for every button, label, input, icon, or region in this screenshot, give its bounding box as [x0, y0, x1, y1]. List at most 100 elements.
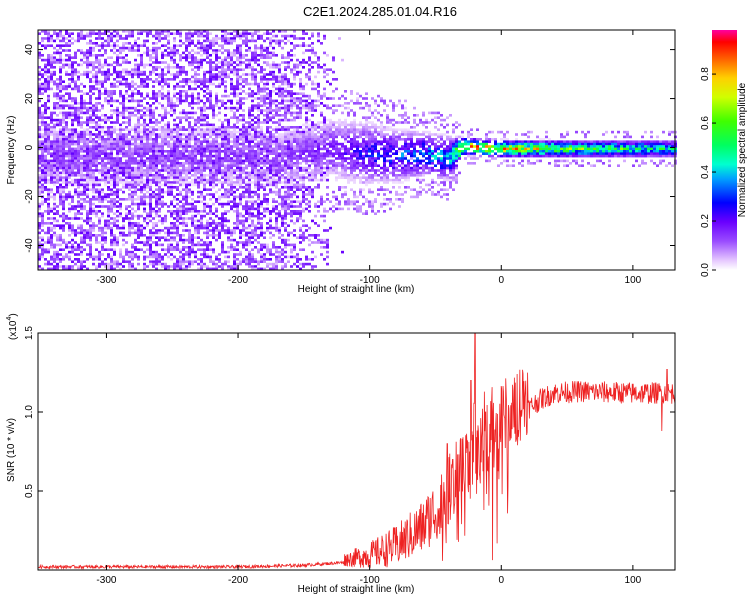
spectrogram-cell — [251, 152, 254, 155]
spectrogram-cell — [128, 255, 131, 259]
spectrogram-cell — [182, 202, 185, 206]
spectrogram-cell — [53, 183, 56, 187]
spectrogram-cell — [47, 145, 50, 148]
spectrogram-cell — [137, 164, 140, 167]
spectrogram-cell — [143, 66, 146, 69]
spectrogram-cell — [155, 147, 158, 151]
spectrogram-cell — [89, 61, 92, 64]
spectrogram-cell — [110, 174, 113, 177]
spectrogram-cell — [188, 37, 191, 40]
spectrogram-cell — [236, 32, 239, 35]
spectrogram-cell — [50, 152, 53, 155]
spectrogram-cell — [224, 30, 227, 33]
spectrogram-cell — [95, 128, 98, 131]
spectrogram-cell — [92, 224, 95, 227]
spectrogram-cell — [224, 260, 227, 263]
spectrogram-cell — [146, 54, 149, 57]
spectrogram-cell — [119, 123, 122, 127]
spectrogram-cell — [62, 80, 65, 83]
spectrogram-cell — [224, 70, 227, 74]
spectrogram-cell — [134, 73, 137, 76]
spectrogram-cell — [170, 73, 173, 76]
spectrogram-cell — [197, 140, 200, 143]
spectrogram-cell — [179, 236, 182, 239]
spectrogram-cell — [86, 150, 89, 153]
spectrogram-cell — [149, 238, 152, 242]
spectrogram-cell — [38, 243, 41, 247]
spectrogram-cell — [242, 154, 245, 158]
spectrogram-cell — [134, 70, 137, 74]
spectrogram-cell — [86, 166, 89, 170]
spectrogram-cell — [203, 82, 206, 86]
spectrogram-cell — [110, 202, 113, 206]
spectrogram-cell — [170, 159, 173, 163]
spectrogram-cell — [92, 142, 95, 146]
spectrogram-cell — [161, 243, 164, 247]
spectrogram-cell — [158, 178, 161, 182]
spectrogram-cell — [257, 30, 260, 33]
spectrogram-cell — [116, 176, 119, 179]
spectrogram-cell — [53, 135, 56, 139]
spectrogram-cell — [83, 248, 86, 251]
spectrogram-cell — [170, 222, 173, 225]
spectrogram-cell — [167, 133, 170, 136]
spectrogram-cell — [263, 198, 266, 201]
spectrogram-cell — [248, 214, 251, 218]
spectrogram-cell — [125, 214, 128, 218]
spectrogram-cell — [218, 147, 221, 151]
spectrogram-cell — [215, 75, 218, 79]
spectrogram-cell — [41, 135, 44, 139]
spectrogram-cell — [152, 265, 155, 268]
spectrogram-cell — [122, 198, 125, 201]
spectrogram-cell — [212, 166, 215, 170]
spectrogram-cell — [185, 118, 188, 122]
spectrogram-cell — [74, 61, 77, 64]
spectrogram-cell — [266, 150, 269, 153]
spectrogram-cell — [152, 154, 155, 158]
spectrogram-cell — [155, 262, 158, 266]
spectrogram-cell — [155, 80, 158, 83]
spectrogram-cell — [230, 186, 233, 189]
spectrogram-cell — [206, 253, 209, 256]
spectrogram-cell — [167, 250, 170, 254]
spectrogram-cell — [215, 133, 218, 136]
spectrogram-cell — [155, 121, 158, 124]
spectrogram-cell — [155, 202, 158, 206]
spectrogram-cell — [110, 114, 113, 117]
spectrogram-cell — [272, 73, 275, 76]
spectrogram-cell — [239, 200, 242, 203]
spectrogram-cell — [65, 42, 68, 45]
spectrogram-cell — [50, 147, 53, 151]
spectrogram-cell — [125, 154, 128, 158]
spectrogram-cell — [131, 250, 134, 254]
spectrogram-cell — [203, 202, 206, 206]
spectrogram-cell — [170, 174, 173, 177]
spectrogram-cell — [65, 169, 68, 172]
spectrogram-cell — [260, 142, 263, 146]
spectrogram-cell — [221, 212, 224, 215]
spectrogram-cell — [131, 198, 134, 201]
spectrogram-cell — [185, 222, 188, 225]
spectrogram-cell — [263, 176, 266, 179]
spectrogram-cell — [41, 212, 44, 215]
spectrogram-cell — [149, 207, 152, 211]
spectrogram-cell — [113, 169, 116, 172]
spectrogram-cell — [188, 262, 191, 266]
spectrogram-cell — [113, 66, 116, 69]
spectrogram-cell — [59, 214, 62, 218]
spectrogram-cell — [197, 236, 200, 239]
spectrogram-cell — [101, 42, 104, 45]
spectrogram-cell — [182, 128, 185, 131]
spectrogram-cell — [260, 224, 263, 227]
spectrogram-cell — [197, 210, 200, 213]
spectrogram-cell — [50, 229, 53, 232]
spectrogram-cell — [188, 229, 191, 232]
spectrogram-cell — [59, 193, 62, 196]
spectrogram-cell — [254, 176, 257, 179]
spectrogram-cell — [188, 217, 191, 220]
spectrogram-cell — [191, 162, 194, 165]
spectrogram-cell — [113, 174, 116, 177]
spectrogram-cell — [188, 34, 191, 38]
spectrogram-cell — [209, 128, 212, 131]
spectrogram-cell — [41, 255, 44, 259]
